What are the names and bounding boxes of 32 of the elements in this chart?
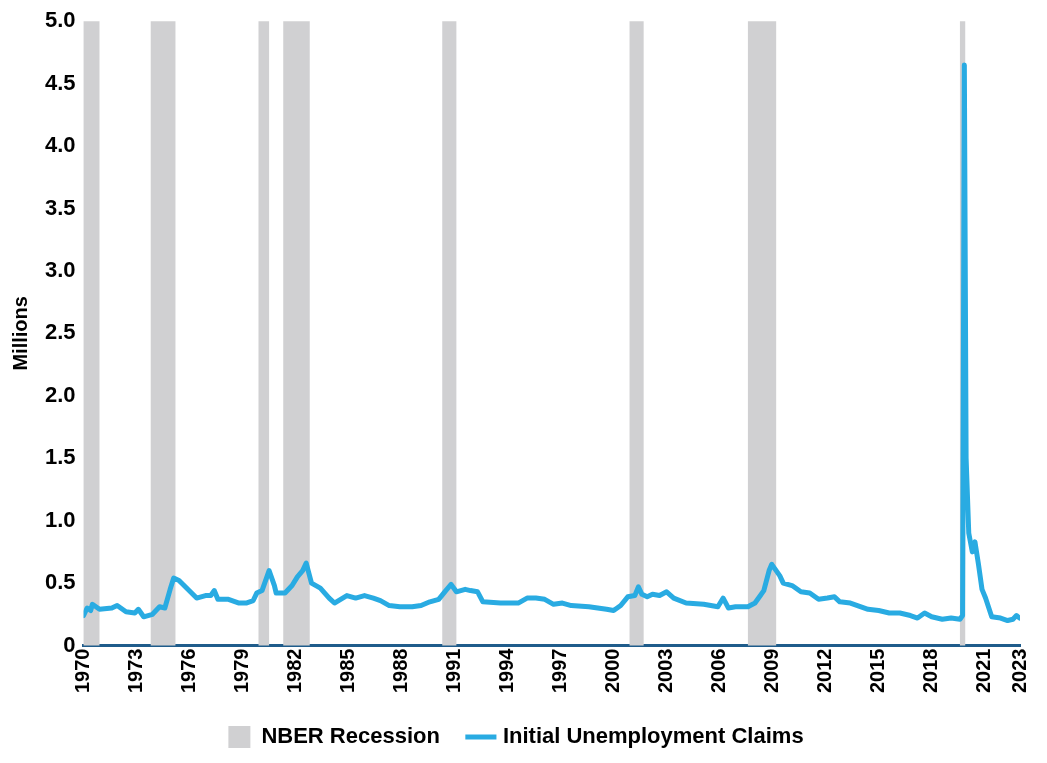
x-tick-label: 2000: [601, 648, 624, 694]
y-tick-label: 0: [63, 631, 76, 657]
x-tick-label: 2023: [1007, 648, 1030, 694]
y-tick-label: 1.5: [44, 444, 76, 470]
y-tick-label: 2.0: [44, 381, 76, 407]
x-tick-label: 2006: [707, 648, 730, 694]
x-tick-label: 1994: [495, 647, 518, 694]
y-tick-label: 3.0: [44, 256, 76, 282]
x-tick-label: 1991: [442, 648, 465, 694]
x-tick-label: 1997: [548, 648, 571, 694]
y-tick-label: 4.0: [44, 132, 76, 158]
y-tick-label: 0.5: [44, 569, 76, 595]
x-tick-label: 2003: [654, 648, 677, 694]
x-tick-label: 1973: [124, 648, 147, 694]
y-tick-label: 3.5: [44, 194, 76, 220]
x-tick-label: 2009: [760, 648, 783, 694]
x-tick-label: 1982: [283, 648, 306, 694]
y-tick-label: 5.0: [44, 7, 76, 33]
x-tick-label: 1976: [177, 648, 200, 694]
legend-label: Initial Unemployment Claims: [502, 723, 804, 749]
x-tick-label: 2015: [866, 648, 889, 694]
y-tick-label: 2.5: [44, 319, 76, 345]
x-tick-label: 2012: [813, 648, 836, 694]
y-tick-label: 4.5: [44, 69, 76, 95]
x-tick-label: 2018: [919, 648, 942, 694]
x-tick-label: 1979: [230, 648, 253, 694]
legend-label: NBER Recession: [261, 723, 440, 749]
x-tick-label: 1988: [389, 648, 412, 694]
y-axis-title: Millions: [8, 296, 31, 371]
y-tick-label: 1.0: [44, 506, 76, 532]
x-tick-label: 2021: [972, 648, 995, 694]
x-tick-label: 1985: [336, 648, 359, 694]
